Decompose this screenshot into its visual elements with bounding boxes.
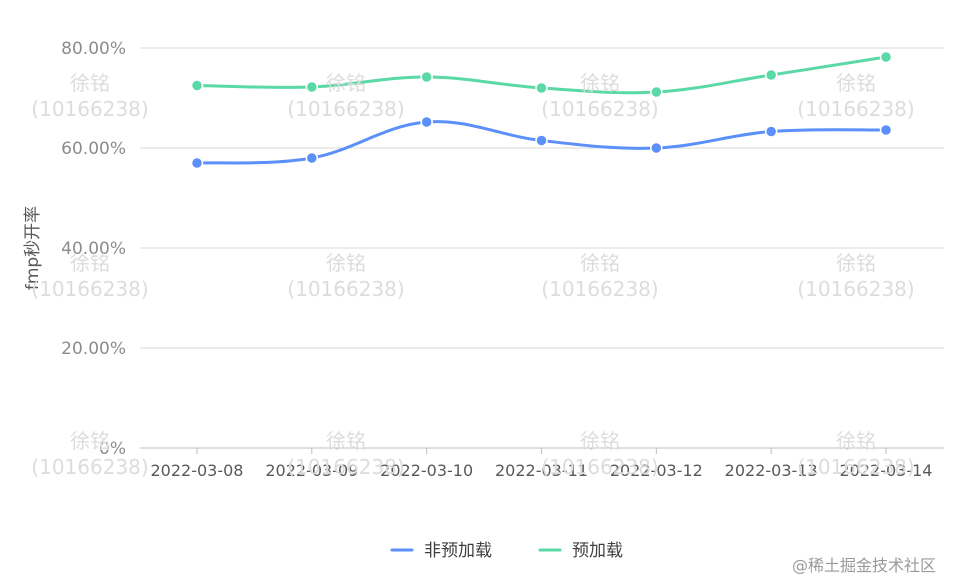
site-watermark: @稀土掘金技术社区: [791, 556, 936, 575]
data-point: [305, 80, 319, 94]
x-tick-label: 2022-03-13: [725, 461, 818, 480]
data-point: [879, 50, 893, 64]
y-tick-label: 20.00%: [61, 339, 126, 359]
data-point: [190, 156, 204, 170]
legend-label: 预加载: [572, 541, 623, 561]
x-tick-label: 2022-03-08: [151, 461, 244, 480]
data-point: [305, 151, 319, 165]
x-tick-label: 2022-03-11: [495, 461, 588, 480]
data-point: [190, 79, 204, 92]
data-point: [535, 134, 548, 147]
y-tick-label: 40.00%: [61, 239, 126, 259]
data-point: [420, 70, 433, 84]
x-tick-label: 2022-03-09: [265, 461, 358, 480]
data-point: [879, 123, 893, 137]
data-point: [420, 115, 433, 129]
y-axis-label: fmp秒开率: [23, 206, 43, 290]
data-point: [650, 85, 663, 99]
x-tick-label: 2022-03-12: [610, 461, 703, 480]
data-point: [764, 125, 778, 138]
legend-label: 非预加载: [424, 541, 492, 561]
x-tick-label: 2022-03-14: [840, 461, 933, 480]
x-tick-label: 2022-03-10: [380, 461, 473, 480]
y-tick-label: 80.00%: [61, 39, 126, 59]
data-point: [764, 68, 778, 82]
y-tick-label: 60.00%: [61, 139, 126, 159]
data-point: [650, 141, 663, 155]
y-tick-label: 0%: [99, 439, 126, 459]
data-point: [535, 81, 548, 95]
